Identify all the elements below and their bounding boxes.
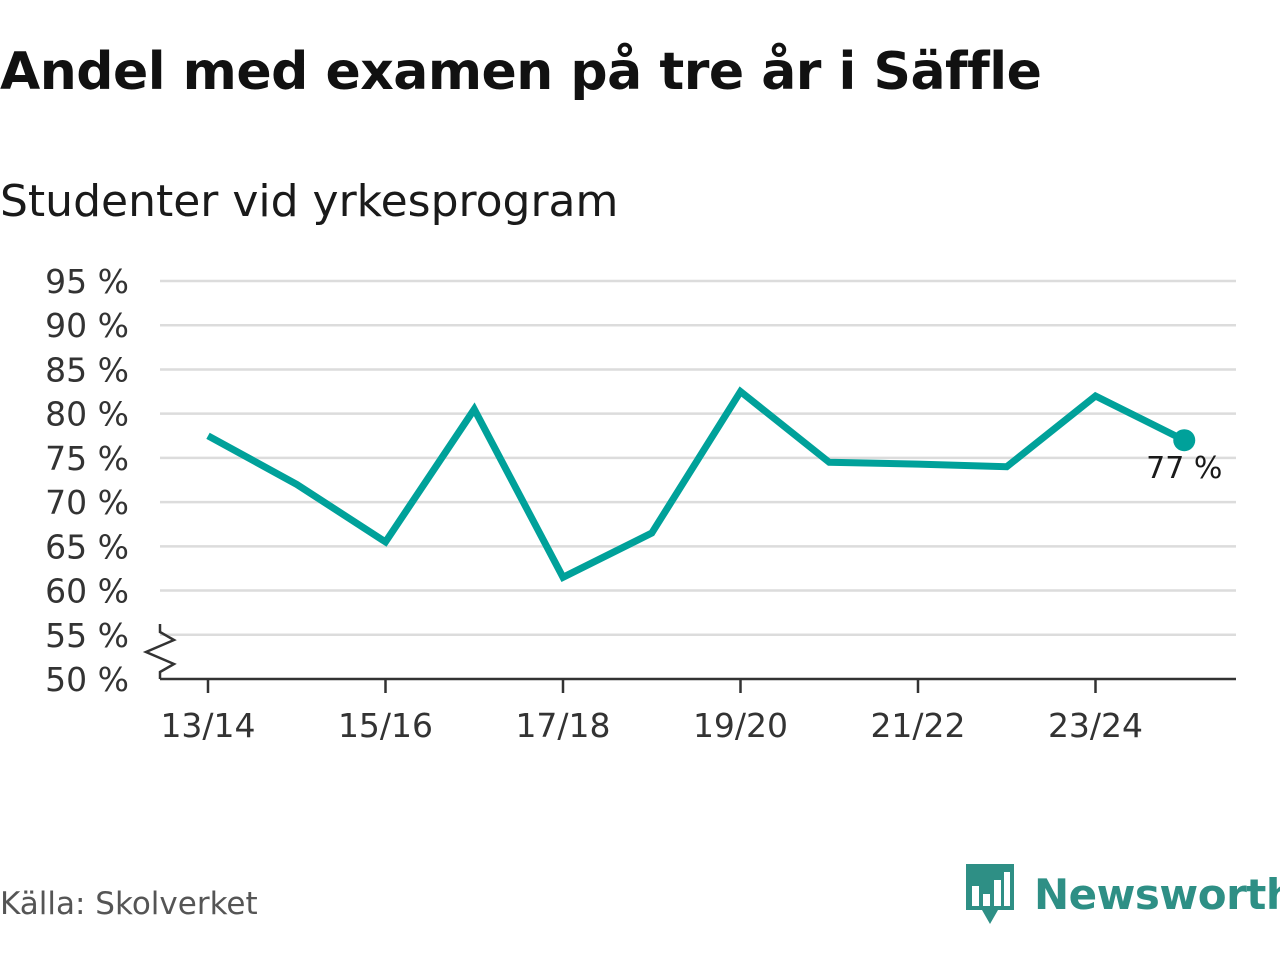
brand-name: Newsworthy bbox=[1034, 869, 1280, 919]
y-tick-label: 80 % bbox=[45, 395, 129, 434]
series-line bbox=[206, 386, 1186, 582]
newsworthy-logo: Newsworthy bbox=[964, 862, 1280, 926]
y-axis-break bbox=[142, 624, 177, 679]
y-tick-label: 70 % bbox=[45, 483, 129, 522]
x-tick-label: 15/16 bbox=[338, 706, 433, 745]
y-tick-label: 50 % bbox=[45, 660, 129, 699]
source-note: Källa: Skolverket bbox=[0, 886, 258, 922]
last-point-marker bbox=[1173, 429, 1196, 452]
chart-title: Andel med examen på tre år i Säffle bbox=[0, 42, 1042, 102]
x-tick-label: 19/20 bbox=[693, 706, 788, 745]
x-tick-label: 21/22 bbox=[870, 706, 965, 745]
y-tick-label: 95 % bbox=[45, 262, 129, 301]
y-tick-label: 60 % bbox=[45, 572, 129, 611]
x-tick-label: 17/18 bbox=[515, 706, 610, 745]
y-tick-label: 85 % bbox=[45, 350, 129, 389]
labels: 50 % 55 % 60 % 65 % 70 % 75 % 80 % 85 % 90 % 95 %… bbox=[45, 262, 1222, 745]
y-tick-label: 65 % bbox=[45, 527, 129, 566]
x-tick-label: 23/24 bbox=[1048, 706, 1143, 745]
y-tick-label: 75 % bbox=[45, 439, 129, 478]
x-tick-label: 13/14 bbox=[160, 706, 255, 745]
bar-chart-speech-bubble-icon bbox=[966, 864, 1014, 924]
chart-subtitle: Studenter vid yrkesprogram bbox=[0, 176, 619, 227]
gridlines bbox=[160, 279, 1236, 637]
series bbox=[206, 386, 1196, 582]
y-tick-label: 55 % bbox=[45, 616, 129, 655]
y-tick-label: 90 % bbox=[45, 306, 129, 345]
last-point-label: 77 % bbox=[1146, 451, 1222, 486]
axes bbox=[142, 624, 1236, 693]
